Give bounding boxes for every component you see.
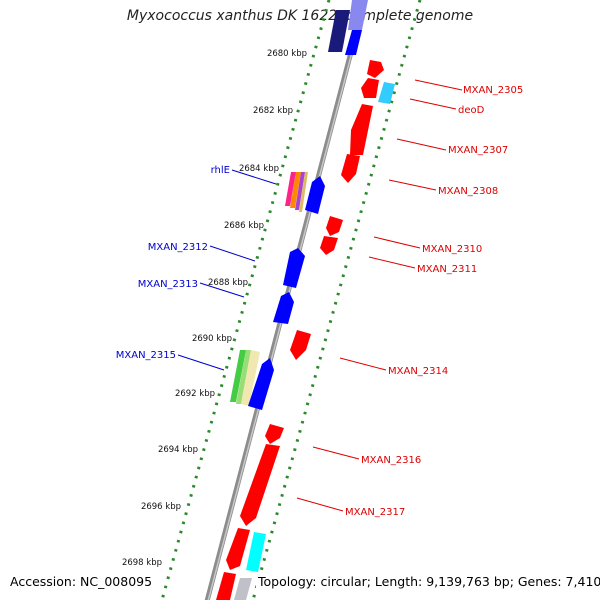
gene-label-reverse[interactable]: MXAN_2316: [361, 455, 421, 466]
gene-arrow-rhle[interactable]: [305, 176, 325, 214]
forward-gene-labels: rhlE MXAN_2312 MXAN_2313 MXAN_2315: [116, 165, 230, 361]
gene-label-reverse[interactable]: MXAN_2305: [463, 85, 523, 96]
gene-label-forward[interactable]: MXAN_2312: [148, 242, 208, 253]
ruler-label: 2682 kbp: [253, 106, 293, 116]
gene-label-reverse[interactable]: MXAN_2314: [388, 366, 448, 377]
gene-arrow-mxan-2315-cream[interactable]: [241, 350, 260, 406]
ruler-label: 2694 kbp: [158, 445, 198, 455]
gene-arrow-deod-cyan[interactable]: [378, 82, 395, 104]
gene-arrow-mxan-2307[interactable]: [350, 104, 373, 155]
gene-arrow-bottom-cyan[interactable]: [246, 532, 266, 572]
ruler-label: 2686 kbp: [224, 221, 264, 231]
gene-arrow-deod[interactable]: [361, 78, 379, 98]
accession-text: Accession: NC_008095: [8, 574, 155, 589]
ruler-label: 2698 kbp: [122, 558, 162, 568]
gene-label-reverse[interactable]: MXAN_2311: [417, 264, 477, 275]
gene-arrow-rhle-magenta[interactable]: [285, 172, 296, 206]
gene-arrow-mxan-2313[interactable]: [273, 292, 294, 324]
gene-arrow-mxan-2305[interactable]: [367, 60, 384, 78]
gene-arrow-top-purple[interactable]: [328, 10, 350, 52]
gene-arrow-mxan-2312[interactable]: [283, 248, 305, 288]
gene-arrow-mxan-2311[interactable]: [320, 236, 338, 255]
gene-arrow-rhle-purple[interactable]: [295, 172, 305, 210]
gene-arrow-mxan-2308[interactable]: [341, 154, 360, 183]
gene-arrow-bottom-red-b[interactable]: [216, 572, 236, 600]
gene-arrow-mxan-2314[interactable]: [290, 330, 311, 360]
reverse-label-connectors: [296, 79, 463, 512]
gene-label-forward[interactable]: rhlE: [211, 165, 230, 176]
gene-arrow-rhle-orange[interactable]: [290, 172, 301, 208]
ruler-label: 2696 kbp: [141, 502, 181, 512]
ruler-label: 2692 kbp: [175, 389, 215, 399]
ruler-label: 2684 kbp: [239, 164, 279, 174]
gene-arrow-top-lightblue[interactable]: [348, 0, 368, 30]
gene-arrow-mxan-2317[interactable]: [240, 444, 280, 526]
genome-summary-text: Topology: circular; Length: 9,139,763 bp…: [256, 574, 600, 589]
gene-arrow-mxan-2315-lightgreen[interactable]: [236, 350, 251, 404]
gene-arrow-bottom-red-a[interactable]: [226, 528, 250, 570]
gene-arrow-bottom-grey[interactable]: [234, 578, 252, 600]
ruler-label: 2688 kbp: [208, 278, 248, 288]
reverse-gene-labels: MXAN_2305 deoD MXAN_2307 MXAN_2308 MXAN_…: [345, 85, 523, 518]
gene-label-reverse[interactable]: MXAN_2310: [422, 244, 482, 255]
gene-arrow-top-blue[interactable]: [345, 30, 362, 55]
gene-label-reverse[interactable]: MXAN_2307: [448, 145, 508, 156]
gene-label-reverse[interactable]: MXAN_2308: [438, 186, 498, 197]
ruler-label: 2680 kbp: [267, 49, 307, 59]
gene-arrow-mxan-2310[interactable]: [326, 216, 343, 236]
gene-arrow-rhle-tan[interactable]: [299, 172, 308, 212]
ruler-label: 2690 kbp: [192, 334, 232, 344]
gene-arrow-mxan-2315-green[interactable]: [230, 350, 246, 402]
gene-label-forward[interactable]: MXAN_2315: [116, 350, 176, 361]
gene-arrow-mxan-2316[interactable]: [265, 424, 284, 444]
ruler-labels: 2680 kbp 2682 kbp 2684 kbp 2686 kbp 2688…: [122, 49, 307, 568]
gene-label-reverse[interactable]: MXAN_2317: [345, 507, 405, 518]
genome-title: Myxococcus xanthus DK 1622, complete gen…: [126, 8, 474, 24]
gene-label-reverse[interactable]: deoD: [458, 105, 485, 116]
gene-label-forward[interactable]: MXAN_2313: [138, 279, 198, 290]
gene-arrow-mxan-2315[interactable]: [248, 358, 274, 410]
forward-label-connectors: [177, 169, 277, 371]
